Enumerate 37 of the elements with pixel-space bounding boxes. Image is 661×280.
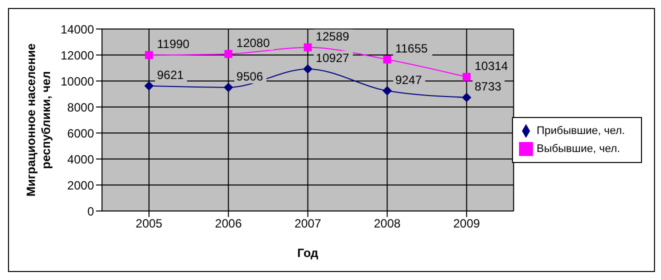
y-tick-label: 14000	[60, 22, 94, 36]
y-tick-label: 6000	[67, 126, 94, 140]
x-tick-label: 2009	[453, 216, 480, 231]
point	[383, 55, 392, 64]
data-label: 10314	[474, 58, 508, 73]
point	[462, 92, 472, 102]
point	[224, 82, 233, 92]
legend-label: Выбывшие, чел.	[536, 143, 620, 155]
y-tick-label: 10000	[60, 74, 94, 88]
point	[145, 51, 153, 60]
point	[304, 43, 312, 52]
point	[303, 64, 312, 74]
x-tick-label: 2007	[294, 216, 322, 231]
y-tick-label: 8000	[67, 100, 94, 114]
point	[144, 81, 154, 90]
data-label: 12080	[236, 36, 270, 50]
data-label: 11990	[157, 37, 190, 52]
data-label: 10927	[316, 50, 350, 65]
data-label: 8733	[474, 79, 502, 94]
legend-label: Прибывшие, чел.	[536, 125, 625, 137]
y-tick-label: 12000	[60, 48, 94, 62]
point	[224, 50, 232, 58]
y-tick-label: 0	[87, 204, 94, 218]
y-axis-title: Миграционное население республики, чел	[24, 43, 53, 196]
x-tick-label: 2006	[215, 216, 242, 231]
x-axis-title: Год	[297, 246, 319, 260]
x-tick-label: 2008	[374, 216, 401, 231]
data-label: 9506	[236, 69, 264, 84]
point	[462, 72, 471, 81]
data-label: 11655	[395, 41, 428, 56]
x-tick-label: 2005	[136, 216, 163, 231]
data-label: 9621	[157, 68, 184, 82]
point	[382, 86, 392, 96]
y-tick-label: 4000	[67, 152, 94, 166]
y-tick-label: 2000	[67, 178, 94, 192]
data-label: 12589	[316, 29, 350, 44]
data-label: 9247	[395, 72, 422, 87]
